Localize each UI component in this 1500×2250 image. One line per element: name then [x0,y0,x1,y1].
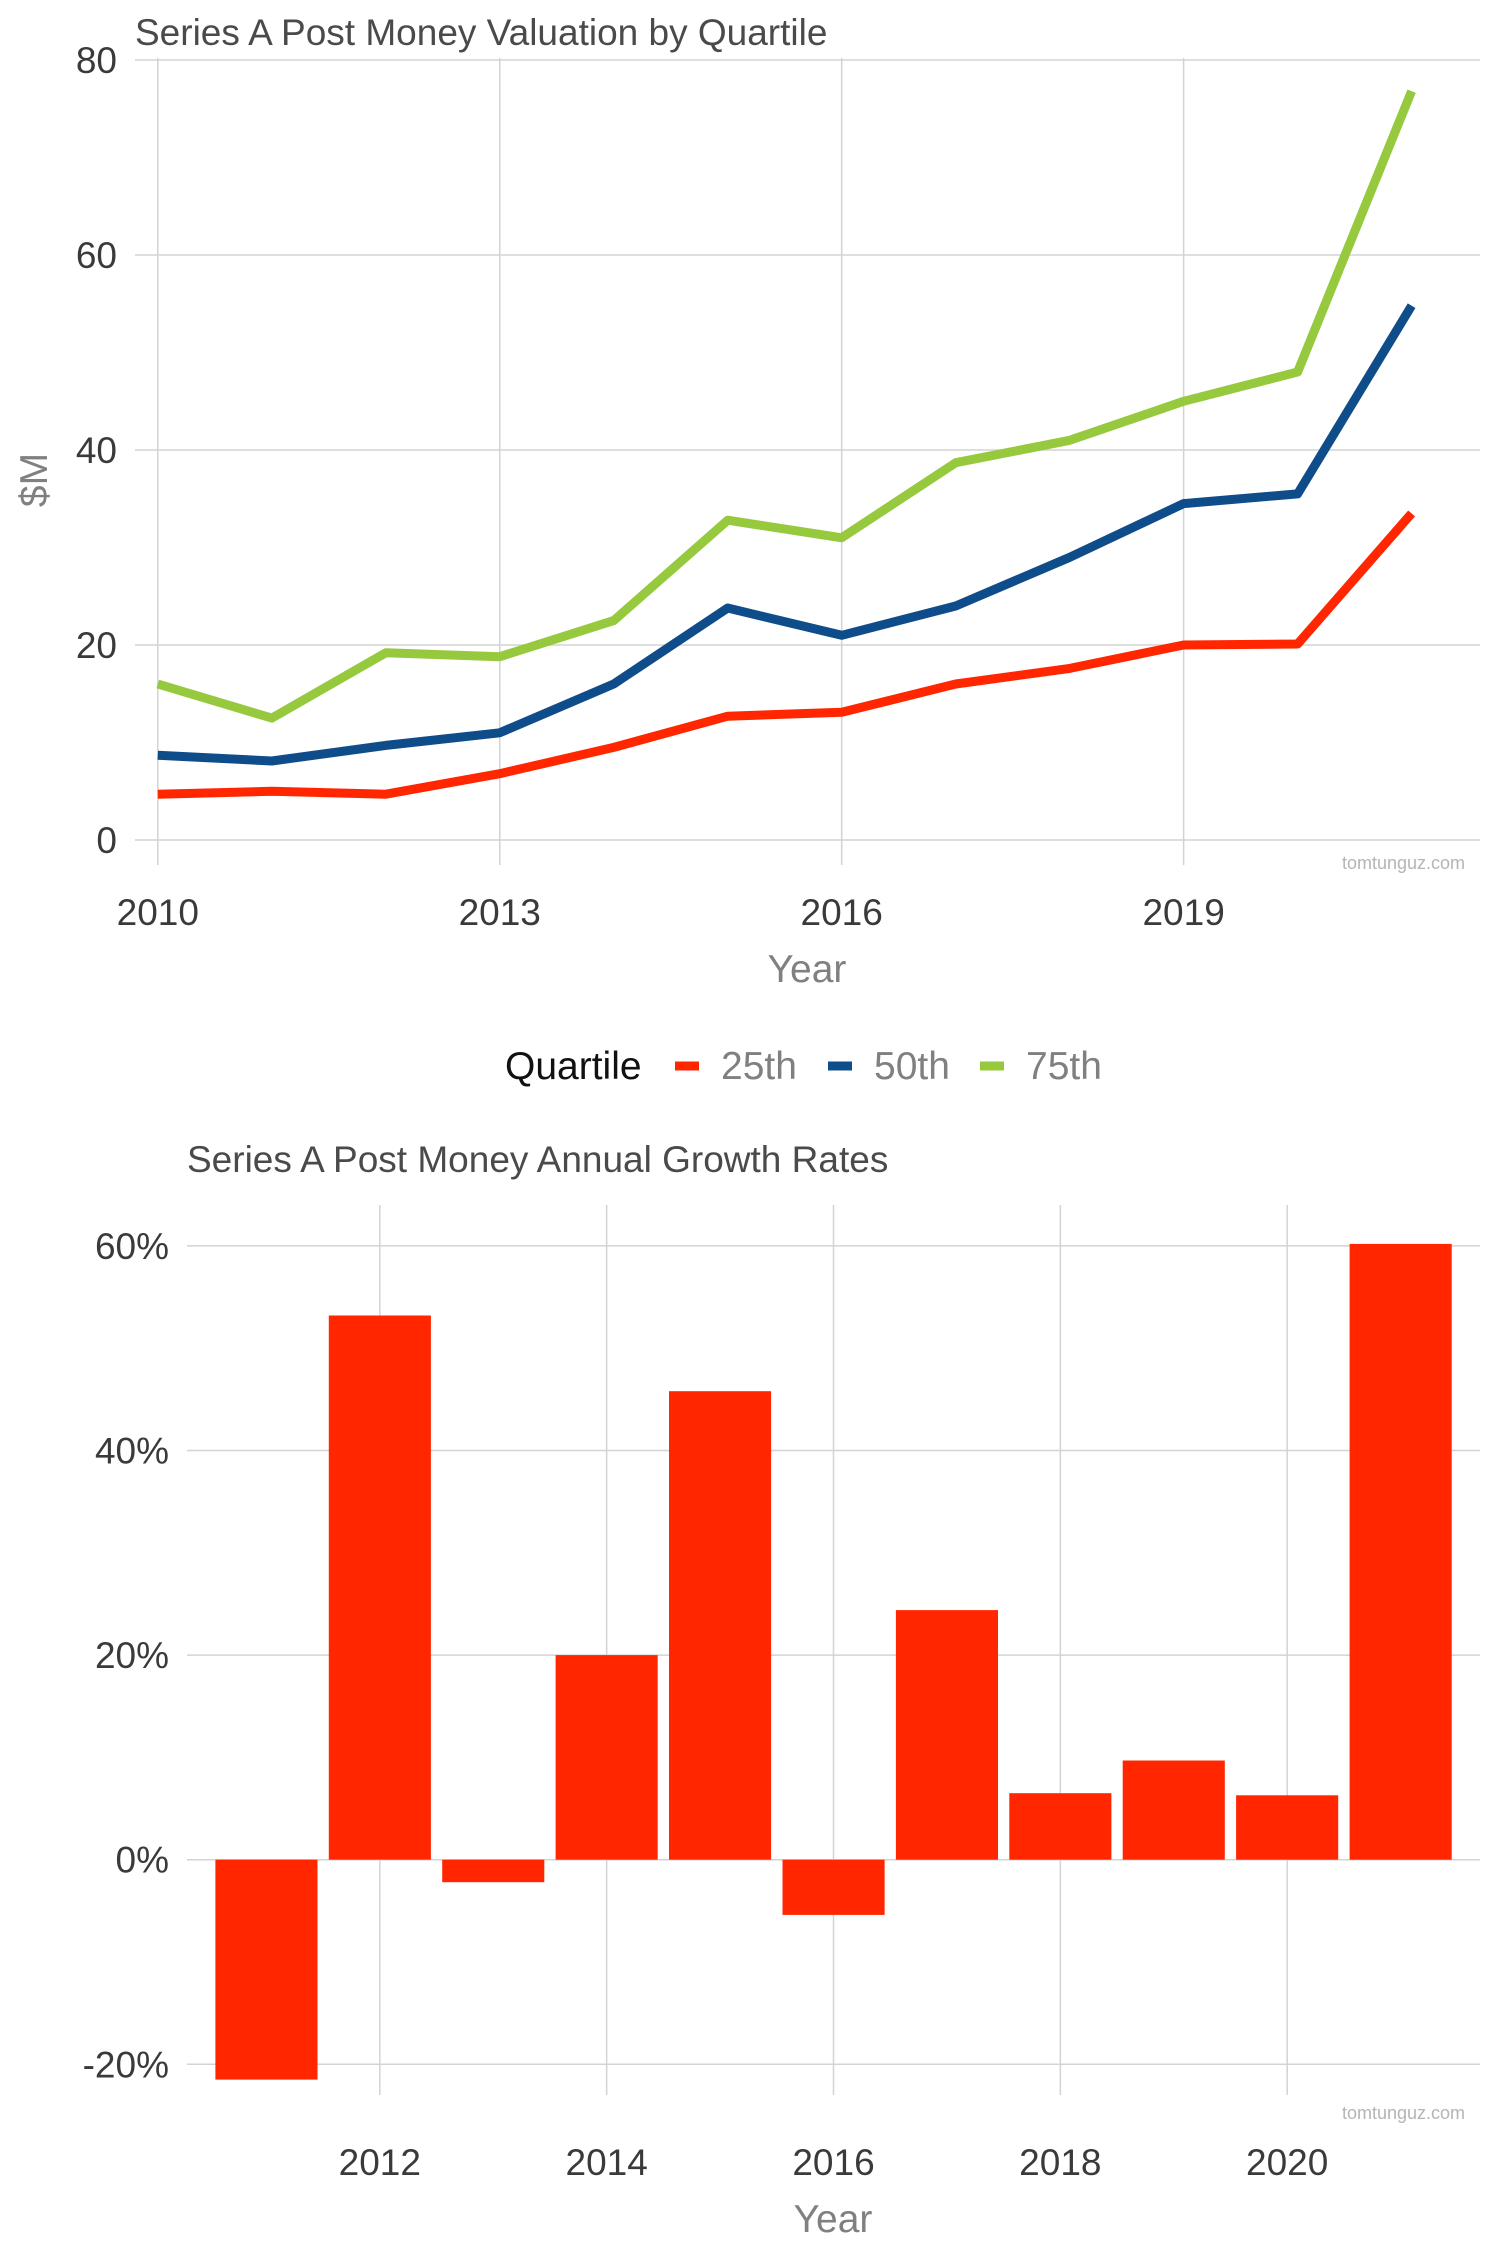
bar-chart-x-tick-label: 2020 [1246,2142,1328,2183]
line-chart-x-tick-label: 2013 [459,892,541,933]
bar-chart-y-tick-label: 20% [95,1635,169,1676]
line-chart-x-tick-label: 2019 [1142,892,1224,933]
legend-label-75th: 75th [1026,1045,1102,1088]
bar-chart-xlabel: Year [794,2198,873,2241]
line-chart-x-gridlines [157,58,1185,865]
series-line-75th [156,89,1416,723]
legend-label-25th: 25th [721,1045,797,1088]
bar-chart-x-tick-label: 2012 [339,2142,421,2183]
line-chart-x-tick-label: 2016 [801,892,883,933]
growth-bar-chart: Series A Post Money Annual Growth Rates … [83,1139,1480,2241]
growth-bar-2012 [328,1315,431,1860]
valuation-line-chart: Series A Post Money Valuation by Quartil… [13,12,1480,991]
series-line-25th [157,510,1415,799]
bar-chart-y-tick-label: -20% [83,2044,169,2085]
growth-bar-2021 [1349,1243,1452,1860]
growth-bar-2015 [669,1391,772,1860]
bar-chart-bars [215,1243,1452,2080]
legend-title: Quartile [505,1045,642,1088]
bar-chart-watermark: tomtunguz.com [1342,2103,1465,2123]
growth-bar-2019 [1122,1760,1225,1860]
growth-bar-2013 [442,1859,545,1883]
line-chart-y-tick-label: 80 [76,40,117,81]
line-chart-ylabel: $M [13,453,56,507]
series-line-50th [157,303,1416,766]
legend-items: 25th 50th 75th [675,1045,1102,1088]
growth-bar-2020 [1236,1795,1339,1860]
line-chart-y-tick-label: 20 [76,625,117,666]
bar-chart-title: Series A Post Money Annual Growth Rates [187,1139,888,1180]
growth-bar-2016 [782,1859,885,1915]
growth-bar-2014 [555,1655,658,1860]
bar-chart-x-tick-labels: 2012 2014 2016 2018 2020 [339,2142,1329,2183]
line-chart-xlabel: Year [768,948,847,991]
line-chart-title: Series A Post Money Valuation by Quartil… [135,12,827,53]
bar-chart-y-tick-label: 60% [95,1226,169,1267]
quartile-legend: Quartile 25th 50th 75th [505,1045,1102,1088]
line-chart-series [156,89,1416,799]
bar-chart-y-tick-label: 0% [116,1840,169,1881]
bar-chart-y-tick-label: 40% [95,1431,169,1472]
line-chart-x-tick-labels: 2010 2013 2016 2019 [117,892,1225,933]
line-chart-y-tick-label: 0 [96,820,117,861]
growth-bar-2018 [1009,1793,1112,1860]
line-chart-y-tick-label: 40 [76,430,117,471]
bar-chart-x-tick-label: 2018 [1019,2142,1101,2183]
growth-bar-2011 [215,1859,318,2080]
line-chart-y-tick-labels: 0 20 40 60 80 [76,40,117,861]
bar-chart-x-tick-label: 2014 [566,2142,648,2183]
line-chart-watermark: tomtunguz.com [1342,853,1465,873]
line-chart-y-tick-label: 60 [76,235,117,276]
legend-label-50th: 50th [874,1045,950,1088]
growth-bar-2017 [895,1610,998,1860]
bar-chart-y-tick-labels: -20% 0% 20% 40% 60% [83,1226,169,2085]
line-chart-x-tick-label: 2010 [117,892,199,933]
line-chart-y-gridlines [135,59,1480,841]
bar-chart-x-tick-label: 2016 [792,2142,874,2183]
bar-chart-x-gridlines [379,1205,1288,2095]
